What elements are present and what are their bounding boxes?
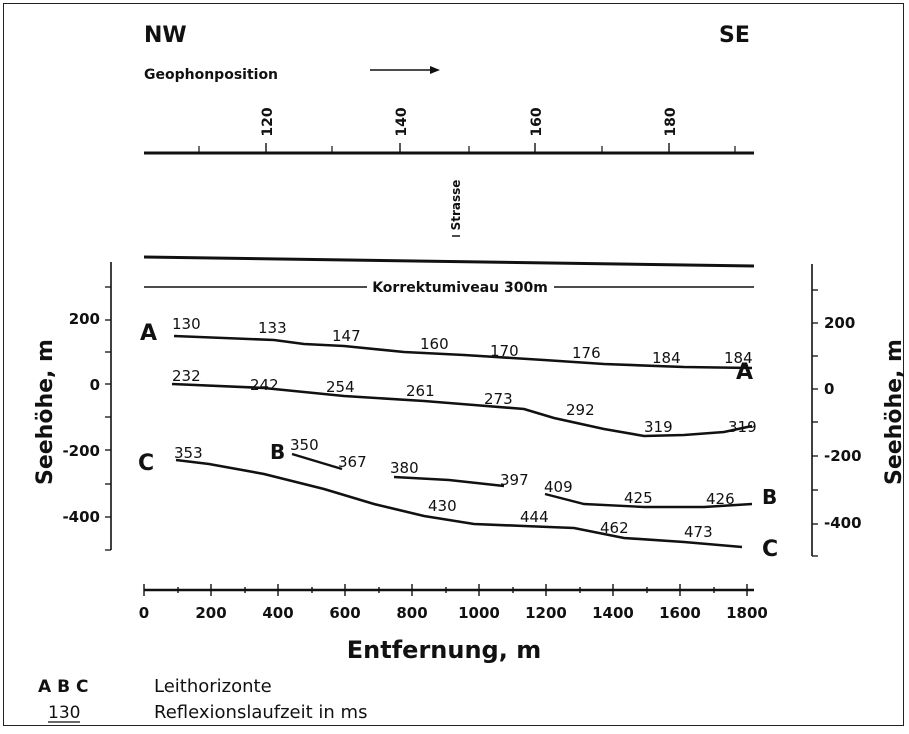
horizon-b-line [544, 492, 753, 509]
right-y-axis [811, 264, 818, 557]
horizon-unnamed-line [171, 382, 753, 438]
direction-arrow [370, 66, 440, 74]
nw-label: NW [144, 23, 187, 48]
horizon-b-line [291, 452, 343, 471]
datum-label: Korrektumiveau 300m [372, 280, 548, 296]
x-tick-label: 400 [262, 604, 293, 622]
right-y-tick-label: 0 [824, 380, 834, 398]
left-y-tick-label: 0 [90, 376, 100, 394]
horizon-b-name: B [270, 440, 285, 464]
travel-time-label: 130 [172, 315, 201, 333]
x-tick-label: 800 [396, 604, 427, 622]
travel-time-label: 184 [724, 349, 753, 367]
legend-symbol-horizons: A B C [38, 677, 88, 697]
travel-time-label: 160 [420, 335, 449, 353]
geophone-tick-label: 180 [663, 107, 679, 136]
geophone-minor-ticks [198, 146, 736, 153]
geophone-major-ticks [265, 143, 670, 153]
x-tick-label: 0 [139, 604, 149, 622]
x-tick-label: 200 [195, 604, 226, 622]
right-y-axis-label: Seehöhe, m [882, 339, 905, 485]
travel-time-label: 232 [172, 367, 201, 385]
x-tick-label: 1000 [458, 604, 500, 622]
travel-time-label: 462 [600, 519, 629, 537]
geophone-tick-label: 120 [260, 107, 276, 136]
left-y-tick-label: -400 [62, 508, 100, 526]
geophone-tick-label: 140 [394, 107, 410, 136]
geophone-label: Geophonposition [144, 67, 278, 83]
x-tick-label: 1400 [592, 604, 634, 622]
right-y-tick-label: -400 [824, 514, 862, 532]
seismic-section-figure: NW SE Geophonposition 120 140 160 180 St… [3, 3, 905, 726]
horizon-c-name: C [138, 451, 154, 476]
travel-time-label: 170 [490, 342, 519, 360]
x-tick-label: 600 [329, 604, 360, 622]
left-y-axis-label: Seehöhe, m [33, 339, 58, 485]
travel-time-label: 380 [390, 459, 419, 477]
travel-time-label: 133 [258, 319, 287, 337]
travel-time-label: 319 [728, 418, 757, 436]
road-label: Strasse [449, 180, 463, 231]
right-y-tick-label: 200 [824, 314, 855, 332]
travel-time-label: 147 [332, 327, 361, 345]
travel-time-label: 242 [250, 376, 279, 394]
horizon-a-name: A [736, 360, 753, 385]
left-y-tick-label: -200 [62, 442, 100, 460]
x-tick-label: 1800 [726, 604, 768, 622]
horizon-a-name: A [140, 321, 157, 346]
travel-time-label: 353 [174, 444, 203, 462]
horizon-c-name: C [762, 537, 778, 562]
left-y-axis [105, 262, 112, 551]
travel-time-label: 350 [290, 436, 319, 454]
x-tick-label: 1600 [659, 604, 701, 622]
travel-time-label: 184 [652, 349, 681, 367]
left-y-tick-label: 200 [69, 310, 100, 328]
x-tick-label: 1200 [525, 604, 567, 622]
travel-time-label: 176 [572, 344, 601, 362]
section-drawing: NW SE Geophonposition 120 140 160 180 St… [33, 23, 905, 723]
travel-time-label: 273 [484, 390, 513, 408]
legend-symbol-traveltime: 130 [48, 703, 80, 723]
x-axis-label: Entfernung, m [347, 636, 541, 664]
travel-time-label: 409 [544, 478, 573, 496]
travel-time-label: 397 [500, 471, 529, 489]
legend-text-traveltime: Reflexionslaufzeit in ms [154, 702, 367, 723]
travel-time-label: 292 [566, 401, 595, 419]
travel-time-label: 426 [706, 490, 735, 508]
travel-time-label: 425 [624, 489, 653, 507]
se-label: SE [719, 23, 750, 48]
surface-line [143, 255, 755, 268]
travel-time-label: 473 [684, 523, 713, 541]
travel-time-label: 367 [338, 453, 367, 471]
travel-time-label: 319 [644, 418, 673, 436]
right-y-tick-label: -200 [824, 447, 862, 465]
horizon-b-name: B [762, 485, 777, 509]
legend-text-horizons: Leithorizonte [154, 676, 272, 697]
x-axis-ticks [143, 584, 748, 596]
travel-time-label: 254 [326, 378, 355, 396]
horizon-a-line [173, 334, 753, 370]
geophone-tick-label: 160 [529, 107, 545, 136]
horizon-b-line [393, 475, 505, 488]
horizon-c-line [175, 458, 743, 549]
travel-time-label: 430 [428, 497, 457, 515]
travel-time-label: 261 [406, 382, 435, 400]
travel-time-label: 444 [520, 508, 549, 526]
